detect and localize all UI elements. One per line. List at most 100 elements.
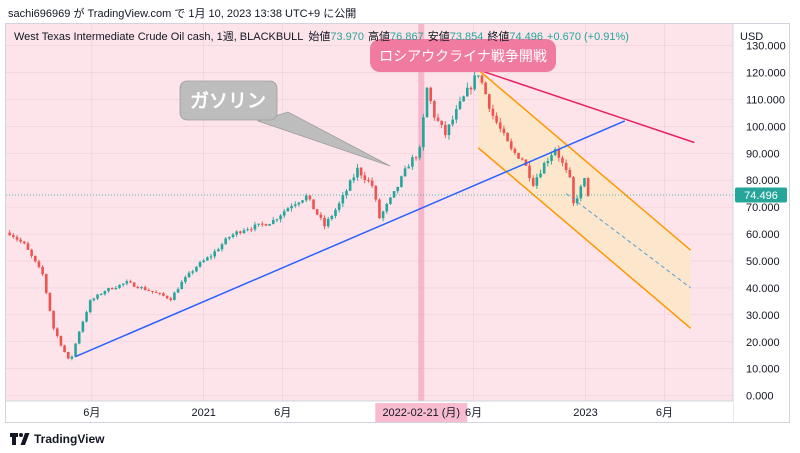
candle[interactable] — [425, 87, 429, 118]
candle[interactable] — [279, 214, 282, 223]
candle[interactable] — [297, 201, 301, 207]
gasoline-callout[interactable]: ガソリン — [179, 80, 391, 167]
candle[interactable] — [198, 260, 202, 268]
candle[interactable] — [260, 221, 264, 227]
candle[interactable] — [264, 223, 268, 226]
candle[interactable] — [224, 237, 227, 245]
candle[interactable] — [308, 195, 312, 201]
candle[interactable] — [491, 104, 495, 120]
channel-upper-line[interactable] — [477, 69, 692, 251]
candle[interactable] — [381, 210, 385, 222]
candle[interactable] — [66, 351, 70, 360]
candle[interactable] — [99, 292, 103, 296]
candle[interactable] — [85, 310, 88, 323]
candle[interactable] — [129, 279, 132, 284]
price-chart[interactable]: ガソリン ロシアウクライナ戦争開戦 West Texas Intermediat… — [6, 24, 790, 423]
candle[interactable] — [498, 117, 502, 133]
candle[interactable] — [356, 163, 359, 181]
candle[interactable] — [550, 151, 553, 165]
candle[interactable] — [575, 195, 579, 206]
candle[interactable] — [542, 161, 546, 174]
candle[interactable] — [330, 214, 334, 221]
candle[interactable] — [564, 159, 568, 174]
candle[interactable] — [348, 179, 352, 192]
channel-midline[interactable] — [565, 193, 691, 289]
candle[interactable] — [378, 198, 381, 219]
candle[interactable] — [125, 279, 129, 286]
time-axis-panel[interactable] — [6, 401, 733, 423]
blue-trendline[interactable] — [75, 120, 626, 358]
candle[interactable] — [213, 248, 216, 259]
candle[interactable] — [370, 177, 374, 189]
war-badge[interactable]: ロシアウクライナ戦争開戦 — [370, 39, 556, 72]
candle[interactable] — [37, 259, 41, 269]
candle[interactable] — [114, 285, 118, 290]
candle[interactable] — [506, 132, 509, 142]
candle[interactable] — [136, 285, 140, 289]
candle[interactable] — [92, 297, 96, 302]
candle[interactable] — [195, 266, 198, 273]
candle[interactable] — [400, 175, 403, 188]
candle[interactable] — [440, 120, 443, 129]
candle[interactable] — [271, 217, 275, 225]
candle[interactable] — [63, 344, 66, 353]
candle[interactable] — [553, 147, 557, 157]
candle[interactable] — [257, 223, 260, 227]
candle[interactable] — [509, 138, 513, 151]
candle[interactable] — [389, 197, 392, 206]
price-axis-panel[interactable] — [733, 24, 790, 423]
candle[interactable] — [103, 290, 107, 296]
channel-lower-line[interactable] — [477, 147, 692, 329]
candle[interactable] — [396, 186, 400, 194]
candle[interactable] — [334, 207, 337, 219]
candle[interactable] — [282, 209, 286, 219]
candle[interactable] — [48, 292, 52, 312]
candle[interactable] — [154, 290, 158, 293]
candle[interactable] — [319, 212, 323, 221]
candle[interactable] — [143, 285, 147, 291]
candle[interactable] — [169, 296, 173, 302]
candle[interactable] — [30, 248, 33, 259]
candle[interactable] — [249, 226, 253, 232]
candle[interactable] — [220, 242, 224, 252]
candle[interactable] — [473, 69, 476, 91]
candle[interactable] — [301, 200, 304, 204]
candle[interactable] — [583, 177, 586, 188]
candle[interactable] — [202, 258, 206, 263]
candle[interactable] — [19, 237, 22, 244]
candle[interactable] — [359, 166, 363, 179]
candle[interactable] — [290, 203, 293, 212]
candle[interactable] — [476, 75, 480, 79]
candle[interactable] — [107, 287, 110, 293]
candle[interactable] — [392, 191, 396, 198]
candle[interactable] — [268, 223, 271, 226]
candle[interactable] — [480, 74, 484, 85]
candle[interactable] — [363, 171, 367, 184]
candle[interactable] — [326, 216, 330, 229]
candle[interactable] — [239, 230, 242, 235]
candle[interactable] — [568, 167, 572, 179]
candle[interactable] — [12, 233, 15, 239]
candle[interactable] — [176, 287, 180, 293]
candle[interactable] — [352, 173, 356, 184]
candle[interactable] — [59, 335, 63, 347]
candle[interactable] — [158, 292, 162, 296]
candle[interactable] — [586, 177, 590, 197]
candle[interactable] — [337, 201, 341, 213]
candle[interactable] — [41, 264, 44, 277]
candle[interactable] — [495, 112, 498, 125]
candle[interactable] — [242, 227, 246, 234]
candle[interactable] — [132, 282, 136, 287]
candle[interactable] — [52, 310, 55, 331]
candle[interactable] — [436, 113, 440, 122]
candle[interactable] — [206, 256, 209, 261]
candle[interactable] — [184, 275, 187, 284]
candle[interactable] — [81, 320, 85, 333]
candle[interactable] — [173, 291, 176, 301]
candle[interactable] — [487, 93, 491, 113]
candle[interactable] — [535, 173, 539, 189]
candle[interactable] — [528, 162, 531, 182]
candle[interactable] — [77, 330, 81, 345]
candle[interactable] — [466, 82, 469, 97]
candle[interactable] — [165, 295, 169, 300]
